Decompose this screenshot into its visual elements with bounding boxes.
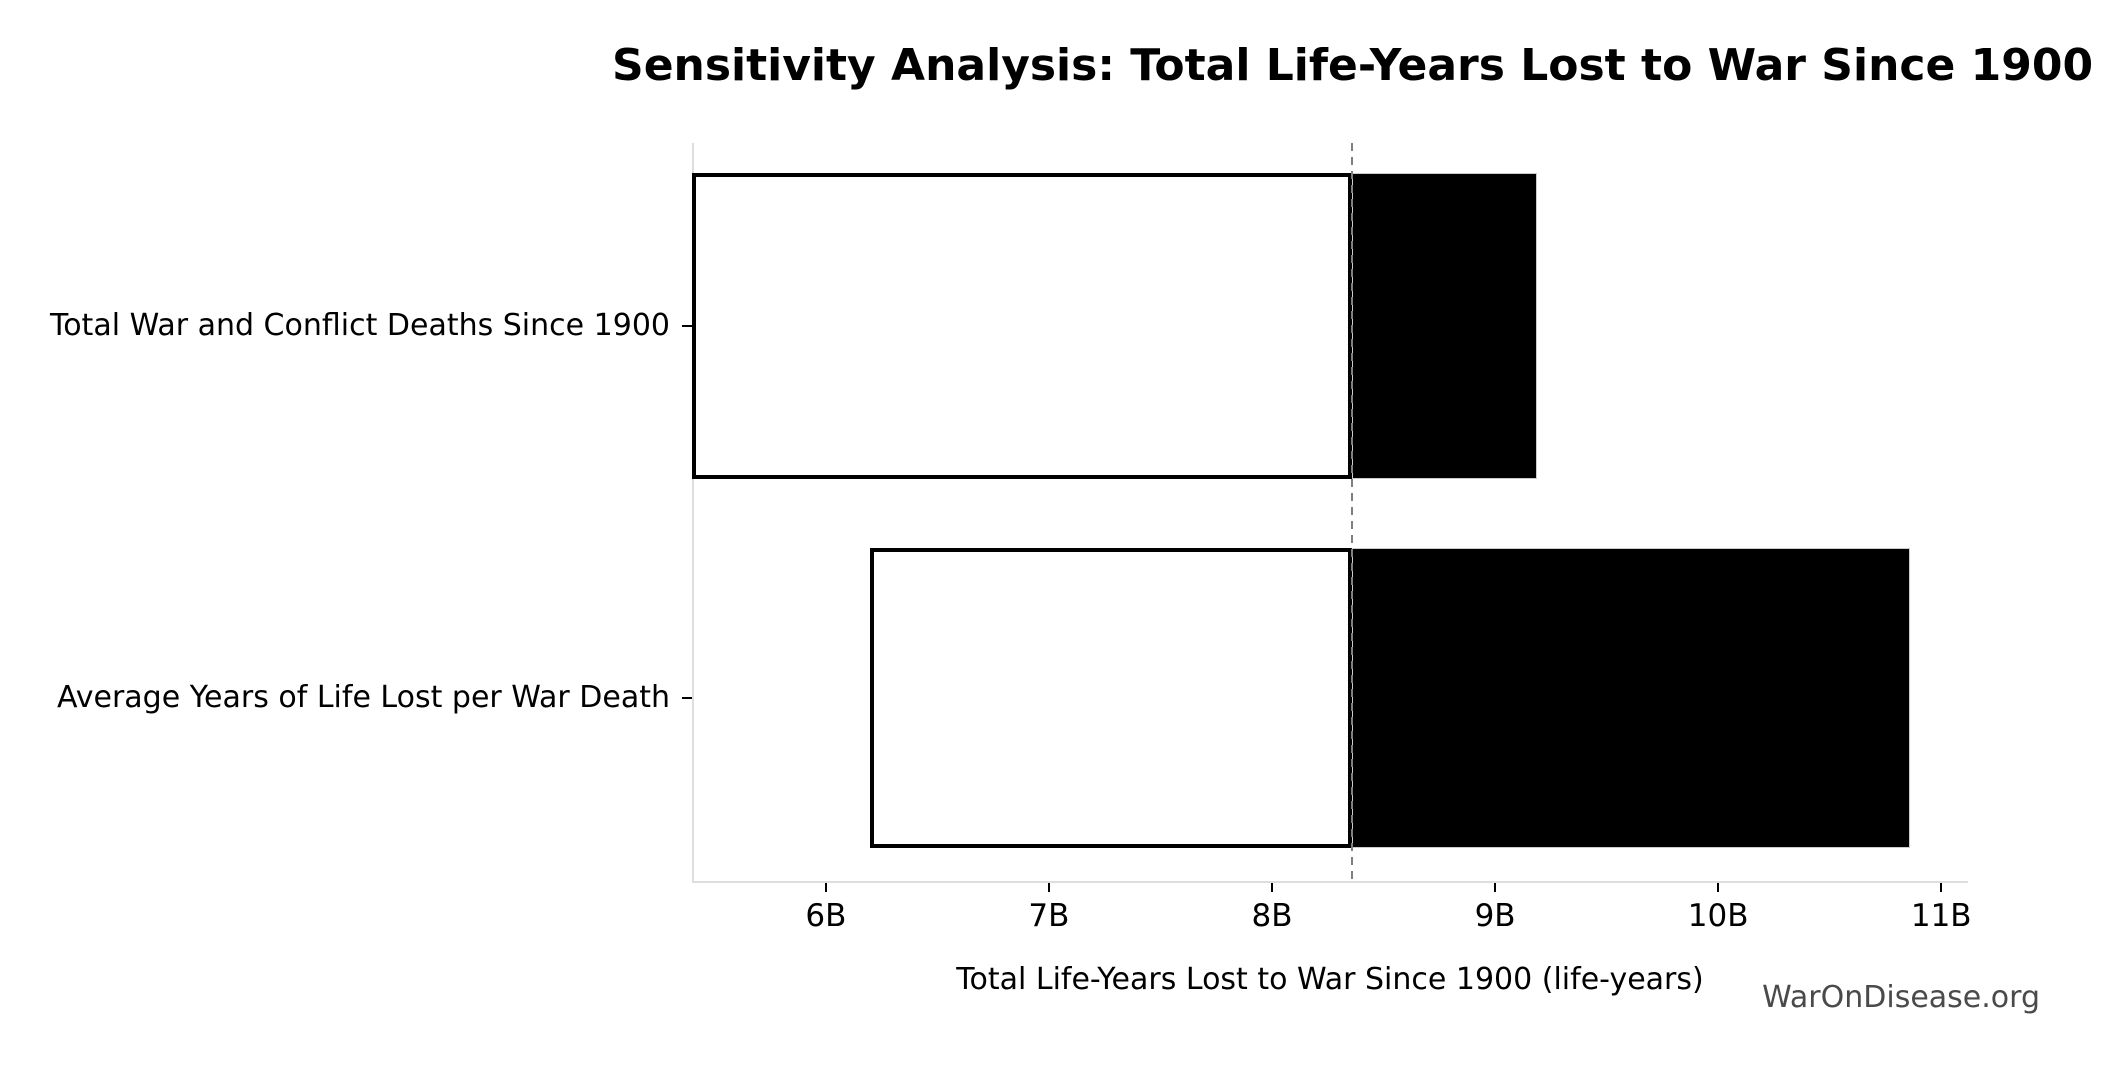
- x-axis-spine: [692, 881, 1968, 883]
- x-axis-title: Total Life-Years Lost to War Since 1900 …: [956, 962, 1704, 997]
- bar-segment-below-base: [692, 173, 1353, 479]
- bar-segment-above-base: [1352, 173, 1538, 479]
- x-axis-tick-label: 11B: [1910, 898, 1972, 934]
- x-axis-tick-label: 7B: [1028, 898, 1070, 934]
- x-axis-tick-label: 6B: [805, 898, 847, 934]
- y-axis-spine: [692, 143, 694, 883]
- y-axis-tick: [682, 325, 692, 327]
- watermark-text: WarOnDisease.org: [1762, 980, 2040, 1015]
- x-axis-tick-label: 10B: [1687, 898, 1749, 934]
- x-axis-tick: [1494, 883, 1497, 892]
- plot-area: 6B 7B 8B 9B 10B 11B: [682, 143, 1972, 932]
- x-axis-tick: [1271, 883, 1273, 892]
- base-value-dashed-line: [1351, 143, 1354, 883]
- y-axis-label: Total War and Conflict Deaths Since 1900: [49, 308, 670, 343]
- x-axis-tick: [824, 883, 827, 892]
- bar-segment-above-base: [1352, 548, 1910, 848]
- x-axis-tick: [1717, 883, 1720, 892]
- x-axis-tick: [1940, 883, 1943, 892]
- y-axis-tick: [682, 697, 692, 699]
- x-axis-tick-label: 8B: [1251, 898, 1293, 934]
- bar-segment-below-base: [870, 548, 1353, 848]
- chart-title: Sensitivity Analysis: Total Life-Years L…: [612, 40, 2094, 91]
- x-axis-tick-label: 9B: [1474, 898, 1516, 934]
- y-axis-label: Average Years of Life Lost per War Death: [56, 680, 670, 715]
- x-axis-tick: [1047, 883, 1050, 892]
